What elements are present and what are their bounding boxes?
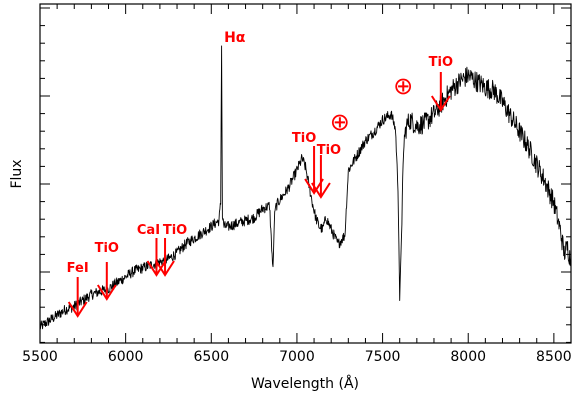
annotation-arrow-head — [430, 95, 451, 112]
annotation-arrow-head — [96, 284, 117, 301]
annotation-8: ⊕ — [330, 108, 350, 136]
x-axis-label: Wavelength (Å) — [251, 375, 359, 392]
annotation-4: TiO — [292, 131, 324, 195]
annotation-5: TiO — [311, 143, 341, 199]
annotation-label: TiO — [317, 143, 341, 158]
annotation-arrow-head — [311, 182, 331, 199]
telluric-symbol: ⊕ — [330, 108, 350, 136]
annotation-0: FeI — [67, 261, 89, 318]
annotation-label: FeI — [67, 261, 89, 276]
x-tick-label: 7000 — [279, 349, 315, 365]
x-tick-label: 5500 — [22, 349, 58, 365]
x-tick-labels: 5500 6000 6500 7000 7500 8000 8500 — [22, 349, 572, 365]
plot-frame — [39, 3, 572, 344]
annotation-label: CaI — [137, 223, 160, 238]
annotation-label: TiO — [163, 223, 187, 238]
annotation-1: TiO — [95, 241, 119, 301]
telluric-symbol: ⊕ — [393, 72, 413, 100]
y-axis-label: Flux — [9, 159, 25, 188]
axis-ticks — [39, 4, 572, 343]
annotation-6: TiO — [429, 55, 453, 112]
halpha-label: Hα — [224, 30, 246, 46]
annotation-arrow-head — [67, 301, 88, 318]
spectrum-line — [39, 45, 572, 330]
annotation-9: ⊕ — [393, 72, 413, 100]
x-tick-label: 7500 — [365, 349, 401, 365]
x-tick-label: 8000 — [450, 349, 486, 365]
annotation-3: TiO — [155, 223, 187, 277]
annotation-label: TiO — [429, 55, 453, 70]
annotation-arrow-head — [146, 260, 167, 277]
annotation-label: TiO — [95, 241, 119, 256]
x-tick-label: 6000 — [108, 349, 144, 365]
annotation-7: Hα — [224, 30, 246, 46]
annotation-arrow-head — [155, 260, 175, 277]
x-tick-label: 6500 — [193, 349, 229, 365]
annotation-label: TiO — [292, 131, 316, 146]
x-tick-label: 8500 — [536, 349, 572, 365]
annotation-2: CaI — [137, 223, 167, 277]
